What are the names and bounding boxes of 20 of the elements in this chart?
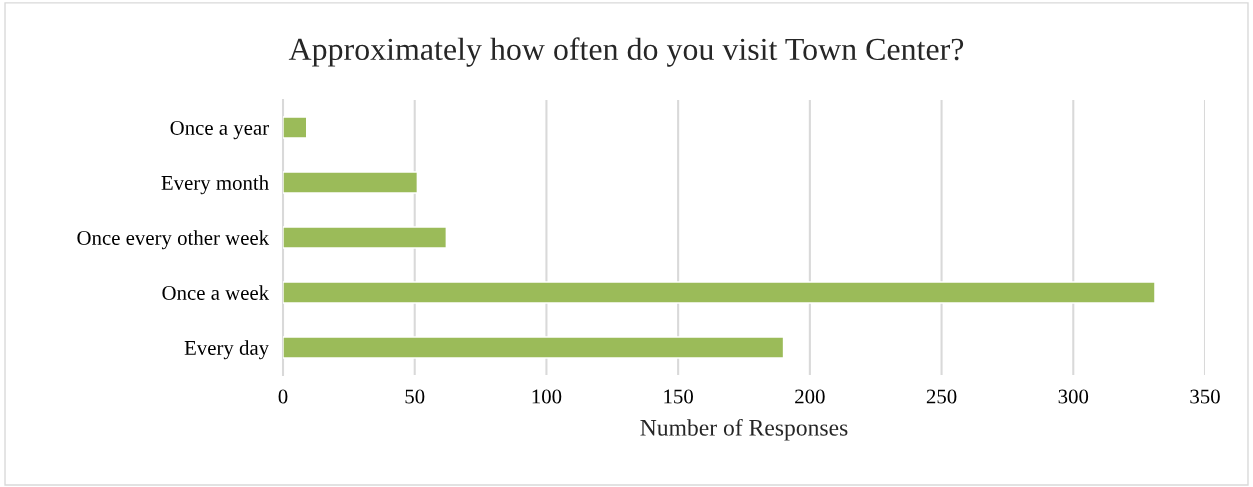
y-tick-label: Once a year <box>170 120 269 140</box>
bar <box>283 171 419 194</box>
y-tick-label: Once every other week <box>77 230 270 250</box>
chart-title: Approximately how often do you visit Town Center? <box>288 37 964 67</box>
x-tick-label: 200 <box>795 389 825 404</box>
x-tick-label: 250 <box>926 389 957 404</box>
x-tick-label: 50 <box>405 389 425 404</box>
x-tick-label: 0 <box>278 389 288 404</box>
x-tick-label: 150 <box>664 389 693 404</box>
y-tick-label: Every day <box>184 340 270 360</box>
bar <box>283 116 308 139</box>
x-axis-title: Number of Responses <box>640 418 848 441</box>
x-tick-label: 300 <box>1058 389 1089 404</box>
x-tick-label: 350 <box>1190 389 1220 404</box>
y-tick-label: Every month <box>161 175 269 195</box>
y-tick-label: Once a week <box>162 285 270 300</box>
bar <box>283 281 1156 304</box>
x-tick-label: 100 <box>532 389 562 404</box>
bar <box>283 226 448 249</box>
bar <box>283 336 785 359</box>
